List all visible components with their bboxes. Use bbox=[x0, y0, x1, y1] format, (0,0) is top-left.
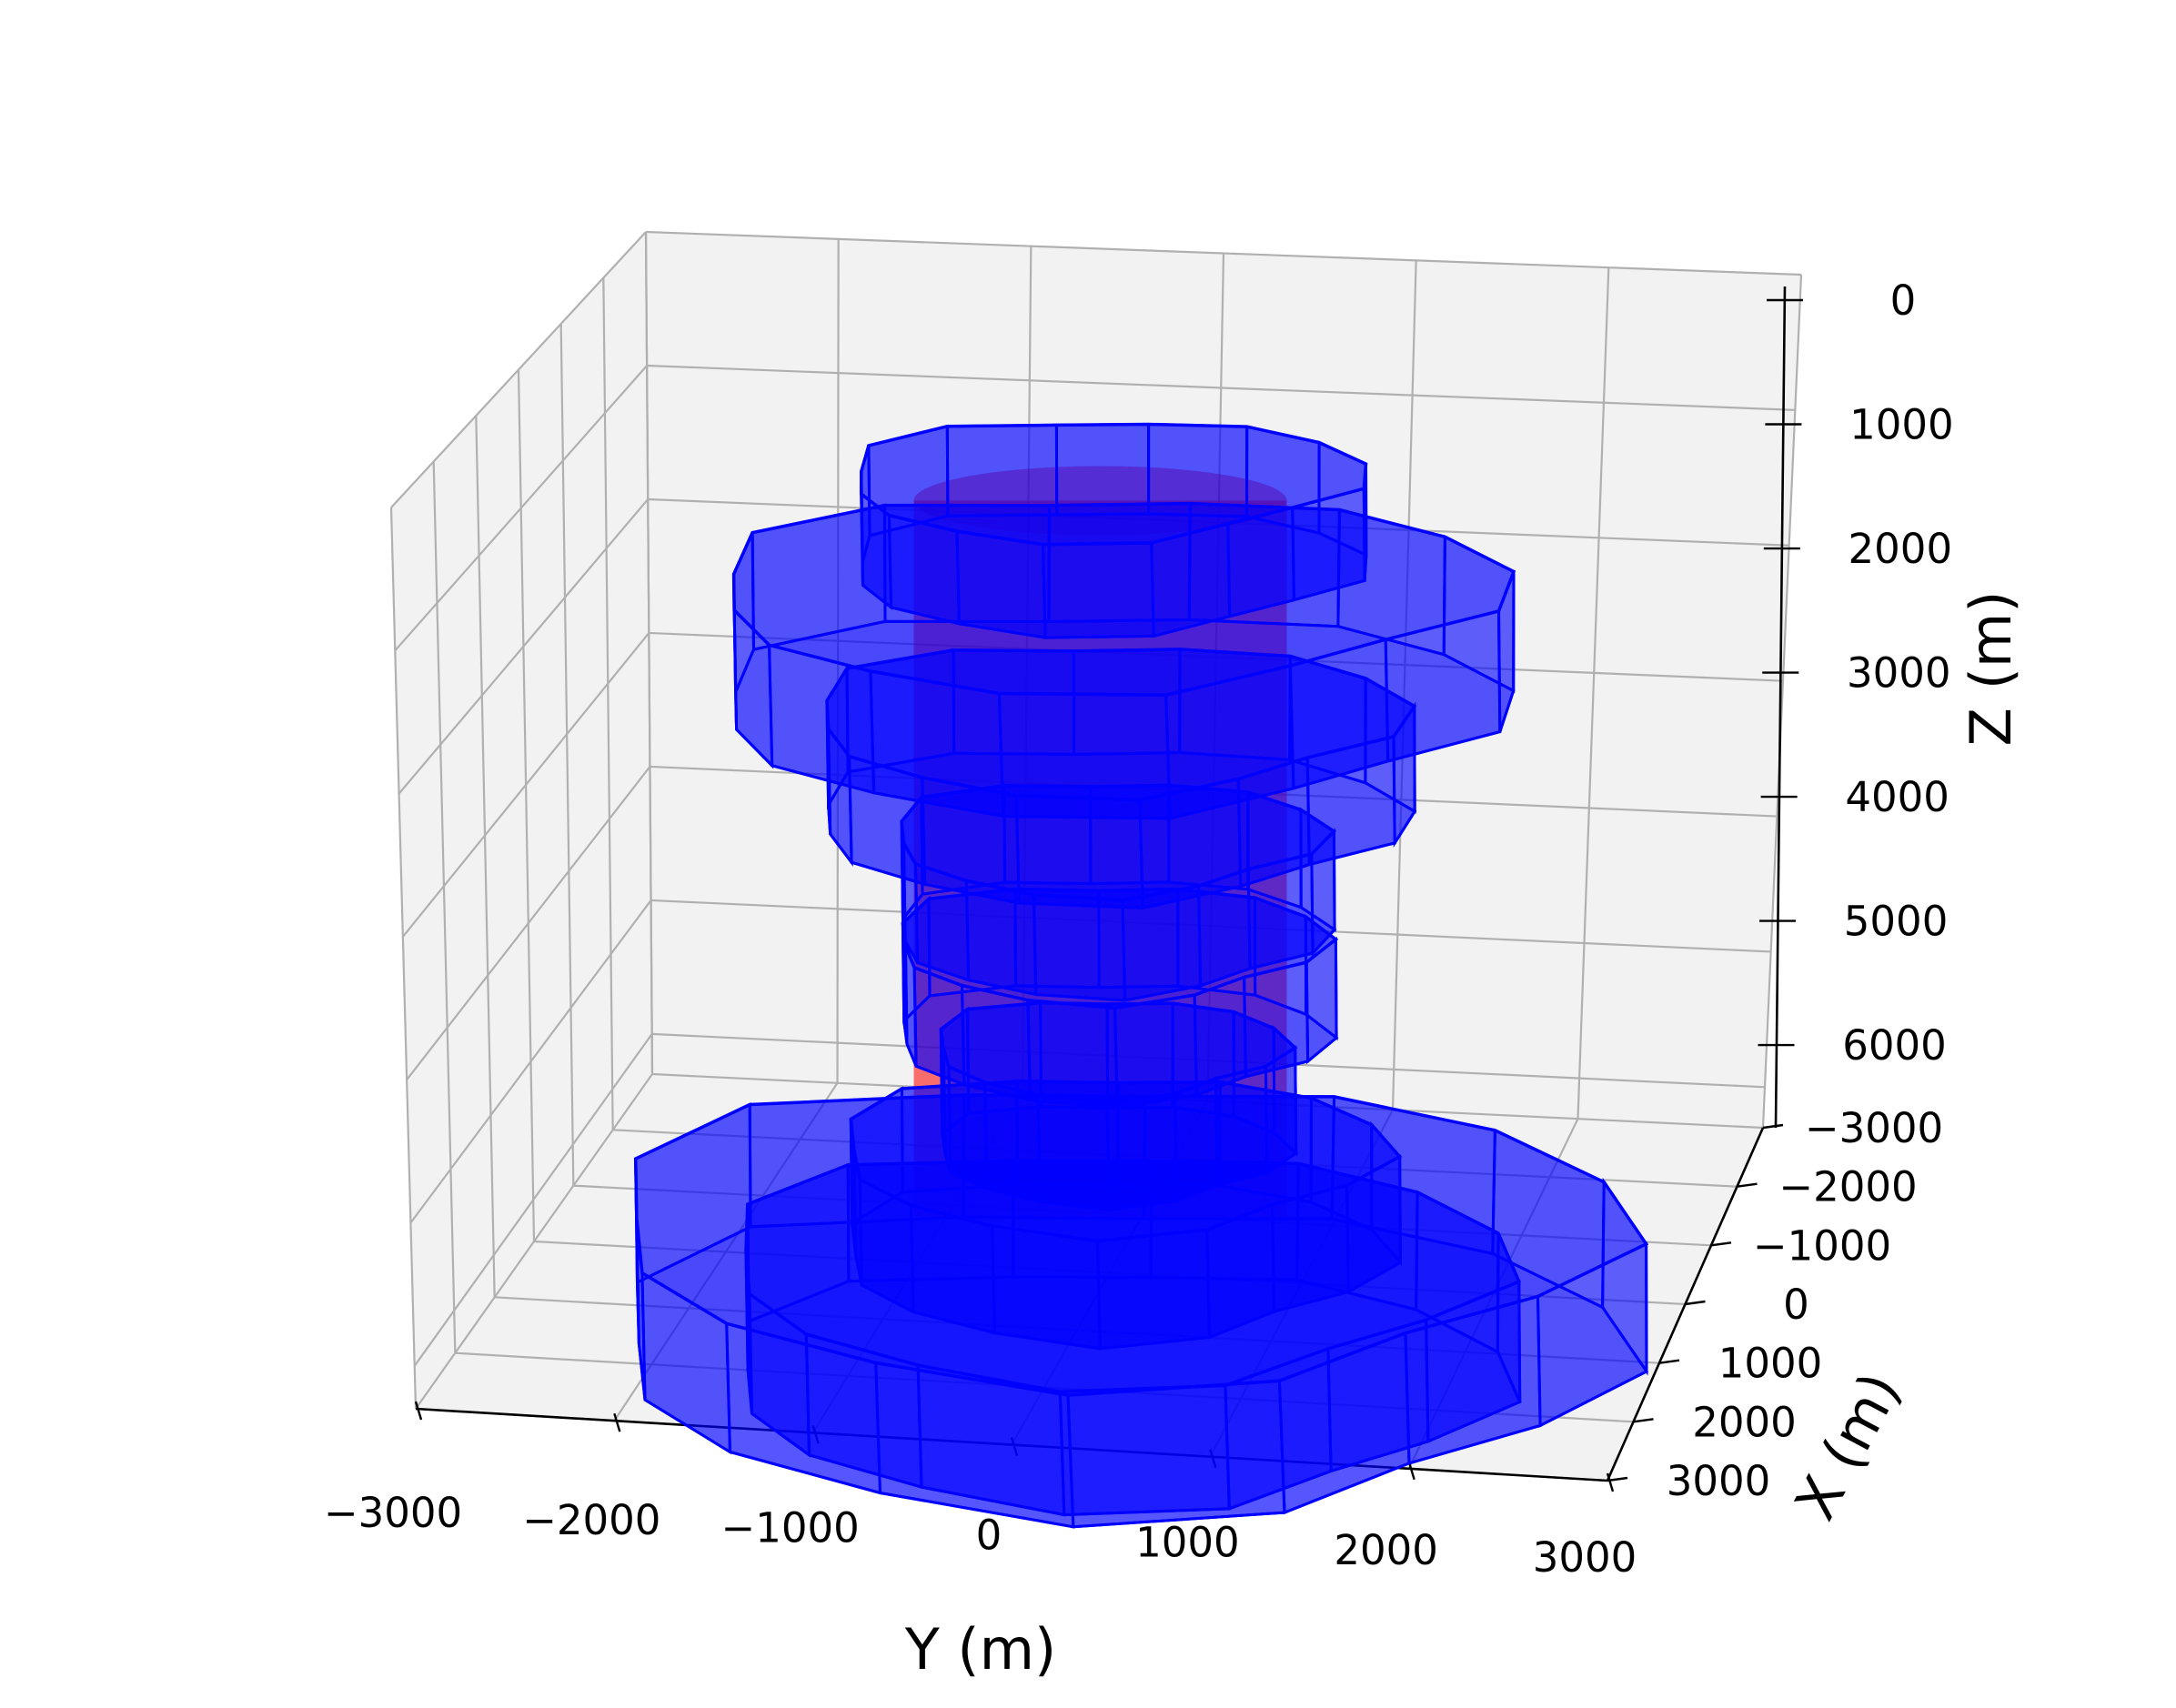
y-tick-mark bbox=[1606, 1472, 1615, 1492]
z-tick-label: 3000 bbox=[1847, 649, 1951, 698]
block-prism bbox=[633, 1093, 1649, 1529]
grid-line-y bbox=[1391, 260, 1417, 1110]
axis-lines bbox=[414, 286, 1803, 1492]
block-prism bbox=[849, 1080, 1403, 1351]
grid-line-z bbox=[406, 766, 651, 1080]
y-tick-label: −1000 bbox=[721, 1503, 860, 1552]
block-top-face bbox=[731, 501, 1516, 697]
y-tick-mark bbox=[414, 1401, 423, 1421]
grid-line-z bbox=[645, 230, 1802, 276]
grid-line-y bbox=[1761, 274, 1803, 1129]
x-tick-mark bbox=[1737, 1182, 1758, 1188]
z-tick-label: 0 bbox=[1890, 276, 1917, 325]
grid-line-y bbox=[836, 238, 840, 1083]
y-tick-label: 0 bbox=[976, 1512, 1002, 1560]
x-tick-label: 1000 bbox=[1718, 1340, 1823, 1388]
x-tick-label: −2000 bbox=[1778, 1163, 1917, 1211]
true-body-top bbox=[913, 466, 1287, 536]
block-top-face bbox=[633, 1093, 1649, 1397]
tick-labels: −3000 −2000 −1000 0 1000 2000 3000 3000 2000 1000… bbox=[324, 276, 1954, 1582]
y-tick-label: 3000 bbox=[1533, 1533, 1637, 1582]
grid-line-x bbox=[644, 231, 654, 1075]
block-prism bbox=[825, 648, 1417, 910]
z-tick-label: 6000 bbox=[1842, 1021, 1947, 1070]
y-axis-label: Y (m) bbox=[904, 1616, 1056, 1683]
grid-line-z bbox=[409, 899, 652, 1224]
z-tick-label: 2000 bbox=[1849, 525, 1953, 573]
x-tick-mark bbox=[1607, 1476, 1628, 1482]
x-tick-mark bbox=[1633, 1418, 1654, 1423]
grid-line-x bbox=[389, 507, 418, 1410]
block-top-face bbox=[900, 783, 1337, 902]
y-tick-label: 1000 bbox=[1135, 1519, 1240, 1567]
grid-line-z bbox=[394, 365, 648, 652]
z-axis-line bbox=[1774, 286, 1787, 1129]
z-tick-label: 4000 bbox=[1845, 773, 1949, 821]
grid-line-x bbox=[494, 1296, 1660, 1364]
grid-line-x bbox=[475, 415, 496, 1298]
y-tick-label: −2000 bbox=[522, 1496, 660, 1544]
grid-line-x bbox=[432, 461, 457, 1353]
block-prism bbox=[731, 501, 1516, 820]
x-tick-label: 0 bbox=[1783, 1281, 1809, 1329]
x-tick-label: 3000 bbox=[1667, 1457, 1771, 1505]
y-tick-label: −3000 bbox=[324, 1489, 462, 1537]
grid-line-z bbox=[402, 632, 650, 938]
left-pane bbox=[391, 232, 652, 1409]
block-prism bbox=[900, 783, 1337, 1002]
z-axis-label: Z (m) bbox=[1958, 591, 2024, 747]
x-tick-mark bbox=[1762, 1123, 1784, 1130]
inverted-blocks bbox=[633, 422, 1649, 1529]
grid-line-x bbox=[602, 277, 614, 1130]
grid-line-z bbox=[398, 498, 650, 795]
y-tick-mark bbox=[613, 1412, 621, 1432]
y-axis-line bbox=[415, 1407, 1608, 1482]
grid-line-z bbox=[390, 231, 647, 508]
block-prism bbox=[744, 1159, 1522, 1517]
z-tick-label: 5000 bbox=[1844, 898, 1949, 946]
block-top-face bbox=[744, 1159, 1522, 1394]
x-tick-label: −1000 bbox=[1753, 1221, 1891, 1270]
y-tick-mark bbox=[1010, 1437, 1019, 1456]
x-tick-label: −3000 bbox=[1805, 1104, 1943, 1152]
grid-line-z bbox=[647, 364, 1796, 411]
grid-line-z bbox=[413, 1033, 653, 1367]
y-tick-mark bbox=[1209, 1449, 1217, 1469]
z-tick-label: 1000 bbox=[1849, 401, 1954, 449]
grid-line-y bbox=[1577, 267, 1610, 1120]
x-tick-label: 2000 bbox=[1692, 1398, 1797, 1446]
block-top-face bbox=[939, 1000, 1298, 1105]
block-prism bbox=[859, 422, 1368, 639]
block-top-face bbox=[825, 648, 1417, 802]
block-top-face bbox=[859, 422, 1368, 547]
grid-line-x bbox=[517, 369, 536, 1242]
y-tick-mark bbox=[811, 1424, 820, 1444]
grid-line-x bbox=[559, 323, 575, 1186]
y-tick-label: 2000 bbox=[1334, 1526, 1438, 1574]
x-tick-mark bbox=[1658, 1359, 1680, 1364]
block-side-face bbox=[1058, 1383, 1231, 1517]
x-tick-mark bbox=[1710, 1241, 1732, 1247]
x-tick-mark bbox=[1685, 1300, 1706, 1306]
